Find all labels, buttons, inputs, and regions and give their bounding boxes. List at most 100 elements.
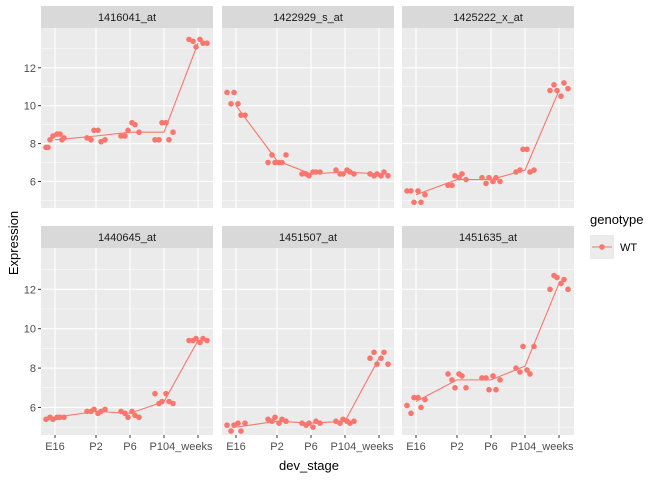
facet-strip-label: 1451635_at [459, 232, 517, 244]
data-point [418, 199, 424, 206]
facet-strip-label: 1440645_at [98, 232, 156, 244]
y-tick-label: 10 [24, 101, 36, 113]
data-point [166, 136, 172, 143]
data-point [279, 159, 285, 166]
data-point [561, 276, 567, 283]
facet-strip [222, 226, 394, 248]
data-point [459, 373, 465, 379]
data-point [385, 172, 391, 179]
data-point [381, 169, 387, 175]
x-tick-label: P2 [270, 441, 283, 453]
data-point [95, 127, 101, 134]
x-tick-label: P104_weeks [150, 441, 213, 453]
data-point [547, 87, 553, 94]
x-tick-label: E16 [45, 441, 65, 453]
data-point [456, 174, 462, 181]
data-point [418, 404, 424, 411]
data-point [224, 422, 230, 428]
x-tick-label: P2 [450, 441, 463, 453]
data-point [242, 112, 248, 118]
y-tick-label: 12 [24, 63, 36, 75]
data-point [479, 174, 485, 181]
facet-strip-label: 1422929_s_at [273, 12, 343, 24]
data-point [371, 349, 377, 356]
data-point [411, 199, 417, 206]
data-point [152, 390, 158, 397]
data-point [132, 121, 138, 128]
data-point [159, 398, 165, 405]
data-point [235, 420, 241, 426]
data-point [283, 418, 289, 425]
data-point [57, 131, 63, 137]
data-point [483, 180, 489, 187]
data-point [415, 188, 421, 194]
data-point [452, 384, 458, 391]
data-point [57, 414, 63, 421]
data-point [411, 394, 417, 401]
facet-strip [41, 226, 213, 248]
data-point [238, 428, 244, 434]
data-point [554, 274, 560, 281]
data-point [193, 335, 199, 342]
data-point [378, 355, 384, 362]
data-point [445, 371, 451, 377]
data-point [490, 373, 496, 379]
data-point [122, 410, 128, 417]
data-point [272, 414, 278, 421]
data-point [193, 44, 199, 50]
data-point [136, 414, 142, 421]
data-point [306, 420, 312, 426]
panel-background [222, 248, 394, 435]
data-point [558, 93, 564, 100]
facet-strip [222, 6, 394, 28]
data-point [204, 40, 210, 46]
facet-panel: 1440645_at 6 8 10 12 E16 P2 P6 P104_weeks [24, 226, 213, 453]
data-point [102, 136, 108, 143]
data-point [200, 40, 206, 46]
data-point [459, 171, 465, 177]
data-point [238, 112, 244, 118]
data-point [47, 136, 53, 143]
facet-strip-label: 1425222_x_at [453, 12, 523, 24]
data-point [463, 176, 469, 183]
data-point [527, 371, 533, 377]
data-point [463, 384, 469, 391]
data-point [517, 369, 523, 375]
data-point [385, 361, 391, 367]
data-point [490, 178, 496, 185]
x-tick-label: P6 [123, 441, 136, 453]
data-point [186, 337, 192, 344]
data-point [272, 159, 278, 166]
data-point [479, 375, 485, 381]
data-point [136, 129, 142, 136]
facet-panel: 1425222_x_at [402, 6, 574, 208]
data-point [84, 408, 90, 415]
panel-background [402, 248, 574, 435]
x-tick-label: E16 [226, 441, 246, 453]
data-point [61, 414, 67, 421]
data-point [129, 408, 135, 415]
data-point [445, 182, 451, 189]
data-point [493, 386, 499, 393]
facet-panel: 1451635_at E16 P2 P6 P104_weeks [402, 226, 574, 453]
data-point [102, 406, 108, 413]
data-point [415, 394, 421, 401]
data-point [224, 89, 230, 96]
data-point [374, 361, 380, 367]
data-point [283, 152, 289, 158]
data-point [156, 136, 162, 143]
data-point [517, 167, 523, 173]
y-tick-label: 8 [30, 139, 36, 151]
data-point [228, 100, 234, 107]
data-point [449, 377, 455, 383]
facet-panel: 1451507_at E16 P2 P6 P104_weeks [222, 226, 394, 453]
data-point [531, 343, 537, 350]
series-line [415, 283, 560, 403]
facet-strip [41, 6, 213, 28]
data-point [317, 169, 323, 175]
facet-strip-label: 1416041_at [98, 12, 156, 24]
data-point [497, 377, 503, 383]
data-point [340, 171, 346, 177]
x-axis-title: dev_stage [279, 458, 339, 473]
y-tick-label: 6 [30, 402, 36, 414]
